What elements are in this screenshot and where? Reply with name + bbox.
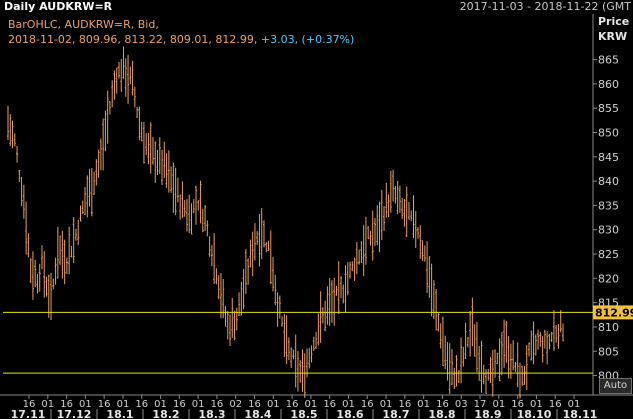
x-tick-label: 16	[135, 399, 148, 410]
x-tick-label: 16	[323, 399, 336, 410]
chart-title: Daily AUDKRW=R	[4, 0, 113, 13]
x-tick-label: 01	[117, 399, 130, 410]
x-tick-label: 01	[492, 399, 505, 410]
x-tick-label: 16	[211, 399, 224, 410]
price-label: Price	[598, 15, 630, 28]
y-tick-label: 835	[598, 199, 619, 212]
x-tick-label: 01	[530, 399, 543, 410]
legend-change-text: +3.03, (+0.37%)	[260, 33, 355, 46]
currency-label: KRW	[598, 30, 628, 43]
x-month-label: 18.11	[563, 408, 598, 419]
price-axis-title: Price KRW	[598, 14, 629, 44]
x-month-label: 18.1	[106, 408, 133, 419]
x-tick-label: 01	[192, 399, 205, 410]
y-tick-label: 830	[598, 224, 619, 237]
x-tick-label: 16	[98, 399, 111, 410]
y-tick-label: 845	[598, 151, 619, 164]
x-tick-label: 16	[436, 399, 449, 410]
y-tick-label: 860	[598, 78, 619, 91]
x-month-label: 18.4	[244, 408, 271, 419]
legend-series-info: BarOHLC, AUDKRW=R, Bid,	[8, 18, 159, 31]
x-tick-label: 16	[549, 399, 562, 410]
x-tick-label: 16	[398, 399, 411, 410]
x-tick-label: 01	[154, 399, 167, 410]
x-tick-label: 01	[267, 399, 280, 410]
x-tick-label: 01	[568, 399, 581, 410]
x-tick-label: 16	[60, 399, 73, 410]
x-tick-label: 17	[474, 399, 487, 410]
y-tick-label: 810	[598, 321, 619, 334]
x-tick-label: 01	[41, 399, 54, 410]
date-range: 2017-11-03 - 2018-11-22 (GMT	[459, 0, 631, 13]
x-month-label: 18.8	[428, 408, 455, 419]
x-tick-label: 01	[342, 399, 355, 410]
x-tick-label: 16	[286, 399, 299, 410]
x-tick-label: 16	[361, 399, 374, 410]
last-price-value: 812.99	[595, 306, 633, 319]
x-month-label: 18.5	[290, 408, 317, 419]
legend-ohlc-text: 2018-11-02, 809.96, 813.22, 809.01, 812.…	[8, 33, 258, 46]
x-tick-label: 16	[248, 399, 261, 410]
last-price-tag	[593, 305, 633, 320]
x-month-label: 17.11	[11, 408, 46, 419]
y-tick-label: 805	[598, 345, 619, 358]
x-month-label: 17.12	[57, 408, 92, 419]
x-month-label: 18.10	[517, 408, 552, 419]
x-month-label: 18.7	[382, 408, 409, 419]
y-tick-label: 850	[598, 127, 619, 140]
y-tick-label: 820	[598, 272, 619, 285]
y-tick-label: 840	[598, 175, 619, 188]
x-tick-label: 01	[305, 399, 318, 410]
x-tick-label: 02	[229, 399, 242, 410]
x-tick-label: 16	[173, 399, 186, 410]
x-month-label: 18.2	[152, 408, 179, 419]
x-tick-label: 01	[79, 399, 92, 410]
x-tick-label: 03	[455, 399, 468, 410]
x-month-label: 18.3	[198, 408, 225, 419]
x-tick-label: 01	[380, 399, 393, 410]
x-month-label: 18.6	[336, 408, 363, 419]
y-tick-label: 865	[598, 54, 619, 67]
auto-scale-button[interactable]: Auto	[599, 378, 632, 394]
x-tick-label: 16	[511, 399, 524, 410]
x-tick-label: 16	[23, 399, 36, 410]
y-tick-label: 825	[598, 248, 619, 261]
x-month-label: 18.9	[474, 408, 501, 419]
y-tick-label: 855	[598, 102, 619, 115]
x-tick-label: 01	[417, 399, 430, 410]
legend-ohlc-values: 2018-11-02, 809.96, 813.22, 809.01, 812.…	[8, 33, 354, 46]
